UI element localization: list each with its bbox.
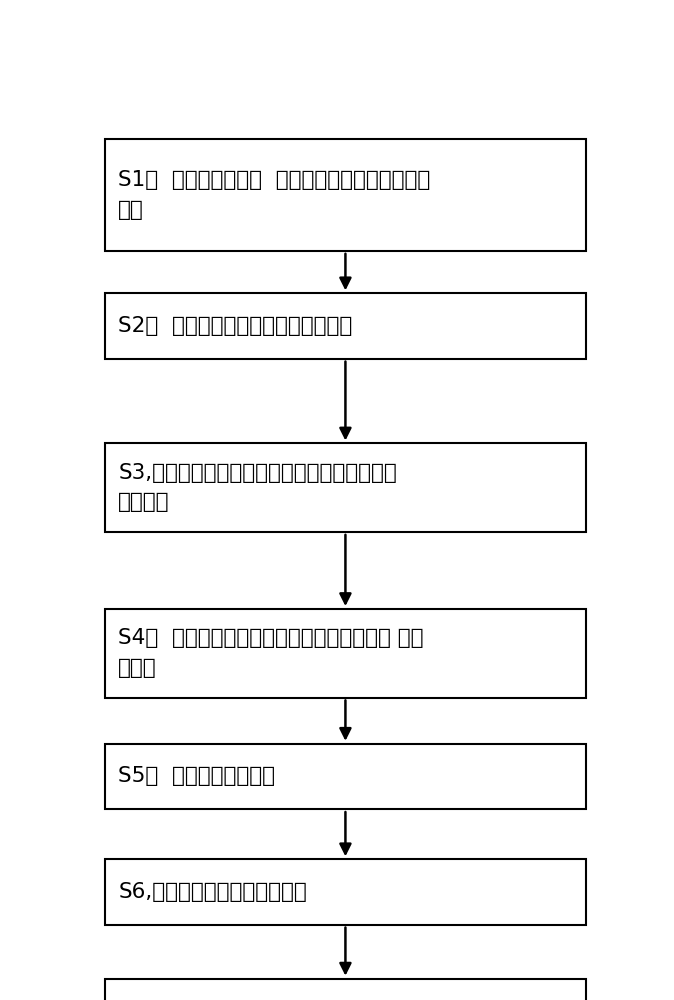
- FancyBboxPatch shape: [105, 609, 586, 698]
- Text: S3,对复材壁板结构的有限元模型定义载荷和边
界约束；: S3,对复材壁板结构的有限元模型定义载荷和边 界约束；: [118, 463, 397, 512]
- FancyBboxPatch shape: [105, 859, 586, 925]
- Text: S2，  构建复材壁板结构有限元模型；: S2， 构建复材壁板结构有限元模型；: [118, 316, 353, 336]
- FancyBboxPatch shape: [105, 443, 586, 532]
- Text: S5，  结构稳定性分析；: S5， 结构稳定性分析；: [118, 766, 275, 786]
- Text: S6,复合材料结构的铺层优化；: S6,复合材料结构的铺层优化；: [118, 882, 307, 902]
- FancyBboxPatch shape: [105, 293, 586, 359]
- Text: S4，  复材壁板结构有限元模型结构静强度、 刚度
分析；: S4， 复材壁板结构有限元模型结构静强度、 刚度 分析；: [118, 628, 424, 678]
- FancyBboxPatch shape: [105, 744, 586, 809]
- FancyBboxPatch shape: [105, 139, 586, 251]
- FancyBboxPatch shape: [105, 979, 586, 1000]
- Text: S1，  定义结构参数，  所述结构参数包括面板和筋
条；: S1， 定义结构参数， 所述结构参数包括面板和筋 条；: [118, 170, 431, 220]
